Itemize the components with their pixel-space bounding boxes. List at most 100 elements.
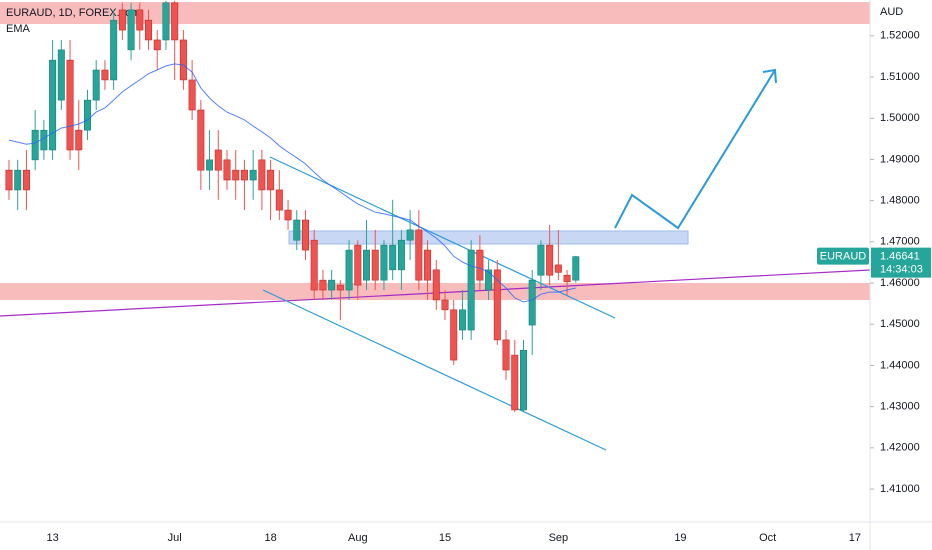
y-tick-label: 1.47000 [880, 236, 920, 248]
x-tick-label: Sep [549, 532, 569, 544]
x-tick-label: Aug [348, 532, 368, 544]
candle-body [458, 309, 466, 331]
candle-body [293, 219, 301, 241]
projection-arrow [614, 69, 776, 230]
price-badge [871, 247, 931, 278]
candle-body [441, 299, 449, 311]
x-tick-label: 15 [439, 532, 451, 544]
candle-body [502, 339, 510, 371]
arrow-head [762, 68, 777, 84]
candle-body [563, 274, 571, 283]
candle-body [66, 59, 74, 151]
candle-body [214, 149, 222, 171]
candle-body [275, 189, 283, 211]
price-label: 1.46641 [880, 251, 920, 263]
breakout-zone [288, 230, 689, 245]
candle-body [572, 256, 580, 281]
candle-body [171, 2, 179, 41]
candle-body [406, 229, 414, 241]
y-tick-label: 1.49000 [880, 153, 920, 165]
candle-body [127, 9, 135, 51]
candle-body [249, 169, 257, 181]
candle-body [258, 159, 266, 191]
x-tick-label: 17 [849, 532, 861, 544]
indicator-label: EMA [6, 23, 31, 35]
candle-body [319, 279, 327, 291]
candle-body [389, 244, 397, 271]
symbol-label: EURAUD [820, 251, 867, 263]
candle-body [223, 159, 231, 181]
candle-body [5, 169, 13, 191]
candle-body [467, 249, 475, 331]
x-tick-label: 18 [264, 532, 276, 544]
candle-body [57, 49, 65, 101]
y-tick-label: 1.42000 [880, 442, 920, 454]
candle-body [40, 129, 48, 151]
candle-body [310, 239, 318, 291]
candle-body [519, 349, 527, 411]
candle-body [284, 209, 292, 221]
candles [5, 0, 580, 412]
candle-body [363, 249, 371, 281]
y-tick-label: 1.48000 [880, 195, 920, 207]
x-tick-label: 13 [46, 532, 58, 544]
candle-body [397, 239, 405, 271]
candle-body [380, 244, 388, 281]
candle-body [162, 2, 170, 41]
y-tick-label: 1.51000 [880, 71, 920, 83]
candle-body [153, 39, 161, 51]
channel-lower [262, 289, 607, 451]
y-tick-label: 1.41000 [880, 483, 920, 495]
candle-body [92, 69, 100, 101]
candle-body [22, 169, 30, 191]
ema-line [8, 63, 576, 303]
candle-body [197, 109, 205, 171]
y-tick-label: 1.44000 [880, 359, 920, 371]
candle-body [371, 249, 379, 281]
candle-body [145, 19, 153, 41]
candle-body [528, 279, 536, 326]
x-tick-label: Jul [168, 532, 182, 544]
chart-title: EURAUD, 1D, FOREX.com [6, 7, 140, 19]
drawings [0, 2, 871, 451]
countdown-label: 14:34:03 [880, 264, 923, 276]
candle-body [432, 269, 440, 301]
candle-body [546, 244, 554, 276]
y-tick-label: 1.45000 [880, 318, 920, 330]
candle-body [75, 129, 83, 151]
candle-body [485, 269, 493, 291]
candle-body [31, 129, 39, 161]
candle-body [537, 244, 545, 276]
y-tick-label: 1.52000 [880, 30, 920, 42]
x-tick-label: 19 [674, 532, 686, 544]
candle-body [179, 39, 187, 81]
candle-body [328, 279, 336, 291]
candle-body [83, 99, 91, 131]
candle-body [49, 59, 57, 151]
candle-body [232, 169, 240, 181]
candle-body [345, 249, 353, 291]
candle-body [415, 229, 423, 281]
candle-body [476, 249, 484, 281]
candle-body [14, 169, 22, 191]
y-axis-label: AUD [880, 6, 903, 18]
candle-body [101, 69, 109, 81]
candle-body [267, 169, 275, 191]
candle-body [206, 159, 214, 171]
candle-body [450, 309, 458, 361]
candle-body [354, 244, 362, 286]
candle-body [511, 354, 519, 411]
candle-body [188, 79, 196, 111]
candle-body [118, 9, 126, 31]
resistance-zone [0, 2, 870, 24]
candle-body [110, 19, 118, 81]
y-tick-label: 1.46000 [880, 277, 920, 289]
candle-body [240, 169, 248, 181]
x-tick-label: Oct [759, 532, 776, 544]
y-tick-label: 1.50000 [880, 112, 920, 124]
candle-body [493, 269, 501, 341]
y-tick-label: 1.43000 [880, 401, 920, 413]
symbol-badge [817, 247, 869, 265]
candle-body [301, 219, 309, 251]
